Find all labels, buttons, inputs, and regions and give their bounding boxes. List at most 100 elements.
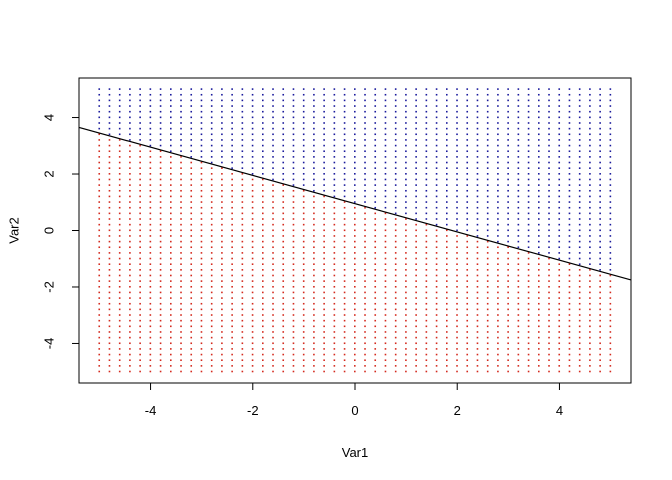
grid-point	[578, 99, 581, 102]
grid-point	[405, 144, 407, 147]
grid-point	[415, 274, 417, 277]
grid-point	[425, 93, 428, 96]
grid-point	[384, 302, 387, 305]
grid-point	[170, 105, 172, 107]
grid-point	[568, 173, 571, 175]
grid-point	[272, 99, 274, 102]
grid-point	[210, 189, 213, 192]
grid-point	[313, 353, 315, 356]
grid-point	[446, 178, 448, 181]
grid-point	[558, 314, 561, 316]
grid-point	[364, 263, 366, 265]
grid-point	[599, 167, 601, 169]
grid-point	[548, 88, 550, 90]
grid-point	[149, 308, 152, 311]
grid-point	[384, 348, 387, 350]
grid-point	[466, 110, 469, 113]
grid-point	[558, 325, 561, 328]
grid-point	[425, 325, 428, 328]
grid-point	[118, 325, 121, 328]
grid-point	[170, 93, 172, 96]
grid-point	[262, 235, 264, 237]
grid-point	[466, 302, 469, 305]
grid-point	[568, 93, 571, 96]
grid-point	[343, 229, 346, 232]
grid-point	[118, 189, 121, 192]
grid-point	[497, 173, 499, 175]
grid-point	[313, 105, 315, 107]
grid-point	[456, 116, 458, 119]
grid-point	[578, 246, 581, 249]
grid-point	[118, 167, 121, 169]
grid-point	[180, 189, 182, 192]
grid-point	[354, 359, 356, 362]
grid-point	[139, 263, 141, 265]
grid-point	[170, 144, 172, 147]
grid-point	[507, 291, 509, 294]
grid-point	[527, 252, 530, 254]
grid-point	[323, 139, 325, 141]
y-tick-label: -2	[42, 281, 57, 293]
grid-point	[210, 144, 213, 147]
grid-point	[333, 127, 336, 130]
grid-point	[302, 99, 305, 102]
grid-point	[333, 144, 336, 147]
grid-point	[364, 212, 366, 215]
grid-point	[180, 252, 182, 254]
grid-point	[415, 314, 417, 316]
grid-point	[302, 173, 305, 175]
grid-point	[405, 370, 407, 373]
grid-point	[98, 353, 101, 356]
grid-point	[425, 319, 428, 322]
grid-point	[190, 122, 193, 124]
grid-point	[384, 246, 387, 249]
grid-point	[415, 195, 417, 198]
grid-point	[129, 206, 131, 209]
grid-point	[272, 331, 274, 333]
grid-point	[558, 257, 561, 260]
grid-point	[333, 206, 336, 209]
grid-point	[486, 167, 489, 169]
grid-point	[425, 331, 428, 333]
grid-point	[517, 212, 520, 215]
grid-point	[302, 252, 305, 254]
grid-point	[149, 365, 152, 367]
grid-point	[425, 342, 428, 345]
grid-point	[129, 348, 131, 350]
grid-point	[486, 240, 489, 243]
grid-point	[221, 195, 223, 198]
grid-point	[241, 353, 244, 356]
grid-point	[139, 348, 141, 350]
grid-point	[394, 116, 397, 119]
grid-point	[272, 240, 274, 243]
grid-point	[384, 218, 387, 220]
grid-point	[435, 302, 438, 305]
grid-point	[231, 195, 233, 198]
grid-point	[282, 336, 285, 339]
grid-point	[609, 274, 612, 277]
grid-point	[538, 353, 540, 356]
grid-point	[262, 88, 264, 90]
grid-point	[589, 297, 591, 299]
grid-point	[435, 201, 438, 203]
grid-point	[435, 116, 438, 119]
grid-point	[139, 280, 141, 282]
grid-point	[251, 336, 254, 339]
grid-point	[170, 280, 172, 282]
grid-point	[394, 218, 397, 220]
grid-point	[609, 365, 612, 367]
grid-point	[568, 127, 571, 130]
grid-point	[210, 99, 213, 102]
y-axis-label: Var2	[7, 217, 22, 244]
grid-point	[292, 184, 295, 186]
grid-point	[374, 116, 377, 119]
grid-point	[497, 195, 499, 198]
grid-point	[384, 161, 387, 164]
grid-point	[323, 269, 325, 271]
grid-point	[609, 93, 612, 96]
grid-point	[149, 139, 152, 141]
grid-point	[180, 212, 182, 215]
grid-point	[262, 229, 264, 232]
grid-point	[129, 240, 131, 243]
grid-point	[497, 93, 499, 96]
